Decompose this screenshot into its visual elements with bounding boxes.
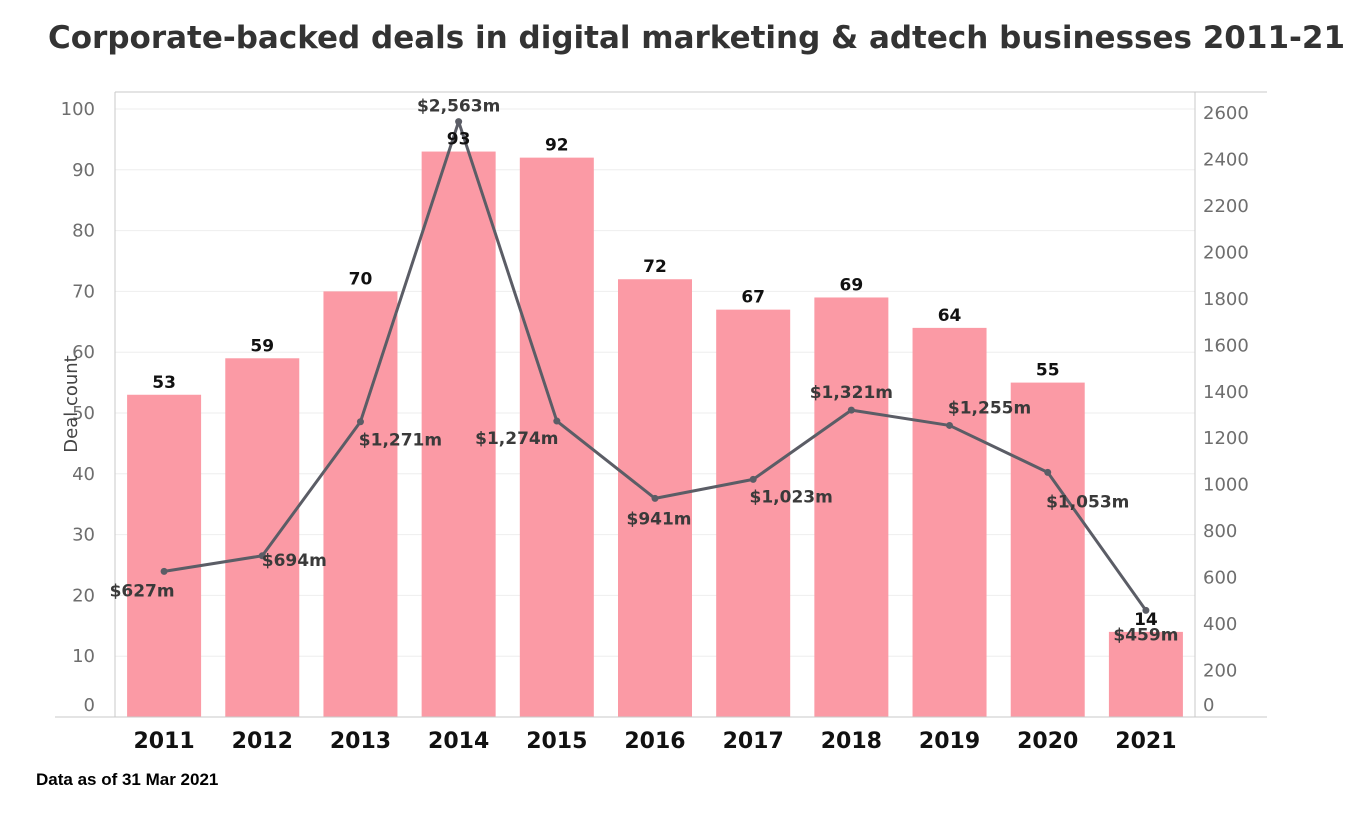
value-line	[160, 118, 1150, 614]
y-tick-label-right: 1400	[1203, 382, 1249, 403]
line-value-label: $459m	[1113, 625, 1178, 645]
line-point-2012	[258, 552, 266, 560]
bar-2013	[323, 291, 398, 717]
y-tick-label-left: 60	[72, 342, 95, 363]
line-point-2014	[455, 118, 463, 126]
data-labels: 53 59 70 93 92 72 67 69 64 55 14 $627m $694m $1,271m $…	[110, 97, 1179, 646]
y-tick-label-right: 1200	[1203, 428, 1249, 449]
y-tick-label-left: 30	[72, 525, 95, 546]
bar-value-label: 64	[938, 306, 962, 326]
line-value-label: $694m	[262, 551, 327, 571]
bar-2012	[225, 358, 300, 717]
bar-value-label: 70	[349, 269, 373, 289]
y-tick-label-right: 1000	[1203, 475, 1249, 496]
axes: 0102030405060708090100020040060080010001…	[55, 91, 1267, 754]
y-tick-label-right: 400	[1203, 614, 1237, 635]
y-tick-label-left: 0	[84, 695, 95, 716]
line-point-2021	[1142, 606, 1150, 614]
bar-value-label: 53	[152, 373, 176, 393]
y-tick-label-left: 40	[72, 464, 95, 485]
x-tick-label: 2016	[624, 729, 685, 754]
x-tick-label: 2014	[428, 729, 489, 754]
y-tick-label-left: 50	[72, 403, 95, 424]
y-tick-label-left: 20	[72, 585, 95, 606]
y-tick-label-right: 0	[1203, 695, 1214, 716]
x-tick-label: 2012	[232, 729, 293, 754]
line-point-2018	[847, 406, 855, 414]
bar-value-label: 67	[741, 288, 765, 308]
x-tick-label: 2021	[1115, 729, 1176, 754]
y-tick-label-right: 1800	[1203, 289, 1249, 310]
bar-2018	[814, 297, 889, 717]
line-value-label: $1,271m	[359, 431, 442, 451]
y-tick-label-right: 2400	[1203, 149, 1249, 170]
bar-2021	[1108, 631, 1183, 717]
bar-value-label: 55	[1036, 361, 1060, 381]
bar-value-label: 93	[447, 130, 471, 150]
bar-2015	[519, 157, 594, 717]
footnote: Data as of 31 Mar 2021	[36, 770, 219, 789]
bar-2014	[421, 151, 496, 717]
line-point-2015	[553, 417, 561, 425]
y-tick-label-right: 2600	[1203, 103, 1249, 124]
x-tick-label: 2018	[821, 729, 882, 754]
chart-title: Corporate-backed deals in digital market…	[48, 20, 1346, 56]
line-point-2019	[946, 421, 954, 429]
bar-value-label: 14	[1134, 610, 1158, 630]
y-tick-label-left: 80	[72, 221, 95, 242]
y-tick-label-left: 100	[61, 99, 95, 120]
line-point-2020	[1044, 468, 1052, 476]
line-point-2013	[356, 418, 364, 426]
line-value-label: $2,563m	[417, 97, 500, 117]
x-tick-label: 2015	[526, 729, 587, 754]
line-value-label: $941m	[626, 509, 691, 529]
y-tick-label-right: 600	[1203, 568, 1237, 589]
line-point-2011	[160, 567, 168, 575]
bar-2017	[716, 309, 791, 717]
x-tick-label: 2017	[723, 729, 784, 754]
bar-2020	[1010, 382, 1085, 717]
y-tick-label-left: 90	[72, 160, 95, 181]
y-tick-label-left: 10	[72, 646, 95, 667]
y-tick-label-right: 800	[1203, 521, 1237, 542]
bars	[127, 151, 1183, 717]
bar-2011	[127, 394, 202, 717]
y-tick-label-left: 70	[72, 281, 95, 302]
bar-value-label: 69	[840, 275, 864, 295]
line-value-label: $1,023m	[750, 487, 833, 507]
line-value-label: $1,274m	[475, 429, 558, 449]
x-tick-label: 2020	[1017, 729, 1078, 754]
line-value-label: $1,053m	[1046, 492, 1129, 512]
x-tick-label: 2013	[330, 729, 391, 754]
x-tick-label: 2011	[133, 729, 194, 754]
bar-value-label: 59	[250, 336, 274, 356]
line-value-label: $1,321m	[810, 383, 893, 403]
bar-value-label: 72	[643, 257, 667, 277]
line-value-label: $1,255m	[948, 398, 1031, 418]
y-tick-label-right: 2000	[1203, 242, 1249, 263]
bar-2019	[912, 327, 987, 717]
line-point-2017	[749, 475, 757, 483]
bar-value-label: 92	[545, 136, 569, 156]
y-tick-label-right: 200	[1203, 661, 1237, 682]
x-tick-label: 2019	[919, 729, 980, 754]
y-tick-label-right: 2200	[1203, 196, 1249, 217]
y-axis-title: Deal count	[61, 355, 82, 452]
line-value-label: $627m	[110, 581, 175, 601]
y-tick-label-right: 1600	[1203, 335, 1249, 356]
line-point-2016	[651, 494, 659, 502]
